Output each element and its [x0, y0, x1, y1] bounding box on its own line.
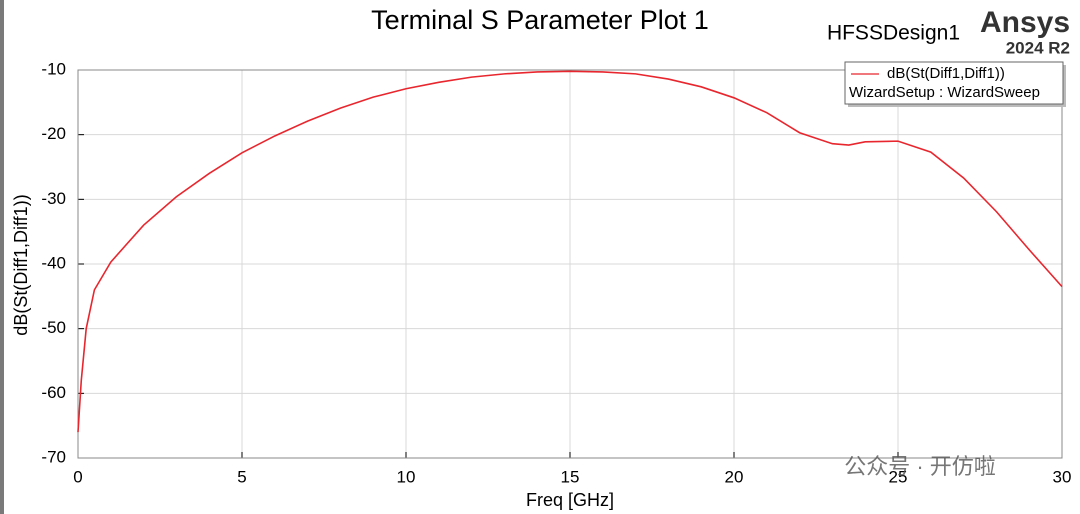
x-tick-label: 20: [725, 467, 744, 486]
legend-label: dB(St(Diff1,Diff1)): [887, 65, 1005, 82]
y-tick-label: -40: [41, 253, 66, 272]
chart-title: Terminal S Parameter Plot 1: [371, 5, 709, 35]
x-tick-label: 5: [237, 467, 246, 486]
x-tick-label: 0: [73, 467, 82, 486]
x-tick-label: 10: [397, 467, 416, 486]
y-tick-label: -60: [41, 383, 66, 402]
legend-box: [844, 61, 1064, 105]
x-tick-label: 15: [561, 467, 580, 486]
x-axis-label: Freq [GHz]: [526, 490, 614, 510]
x-tick-label: 25: [889, 467, 908, 486]
legend-subtitle: WizardSetup : WizardSweep: [849, 84, 1040, 101]
y-tick-label: -10: [41, 59, 66, 78]
y-tick-label: -50: [41, 318, 66, 337]
brand: Ansys: [980, 6, 1070, 39]
design-name: HFSSDesign1: [827, 22, 960, 45]
y-tick-label: -20: [41, 124, 66, 143]
version: 2024 R2: [1006, 38, 1070, 57]
plot-frame: [77, 69, 1063, 459]
data-line: [77, 70, 1063, 433]
window-edge: [0, 0, 4, 514]
y-tick-label: -70: [41, 447, 66, 466]
y-tick-label: -30: [41, 189, 66, 208]
y-axis-label: dB(St(Diff1,Diff1)): [11, 194, 31, 335]
watermark: 公众号 · 开仿啦: [844, 454, 996, 479]
x-tick-label: 30: [1053, 467, 1072, 486]
plot-area: -70 -60 -50 -40 -30 -20 -10 0 5 10 15 20 25 30: [41, 59, 1071, 486]
